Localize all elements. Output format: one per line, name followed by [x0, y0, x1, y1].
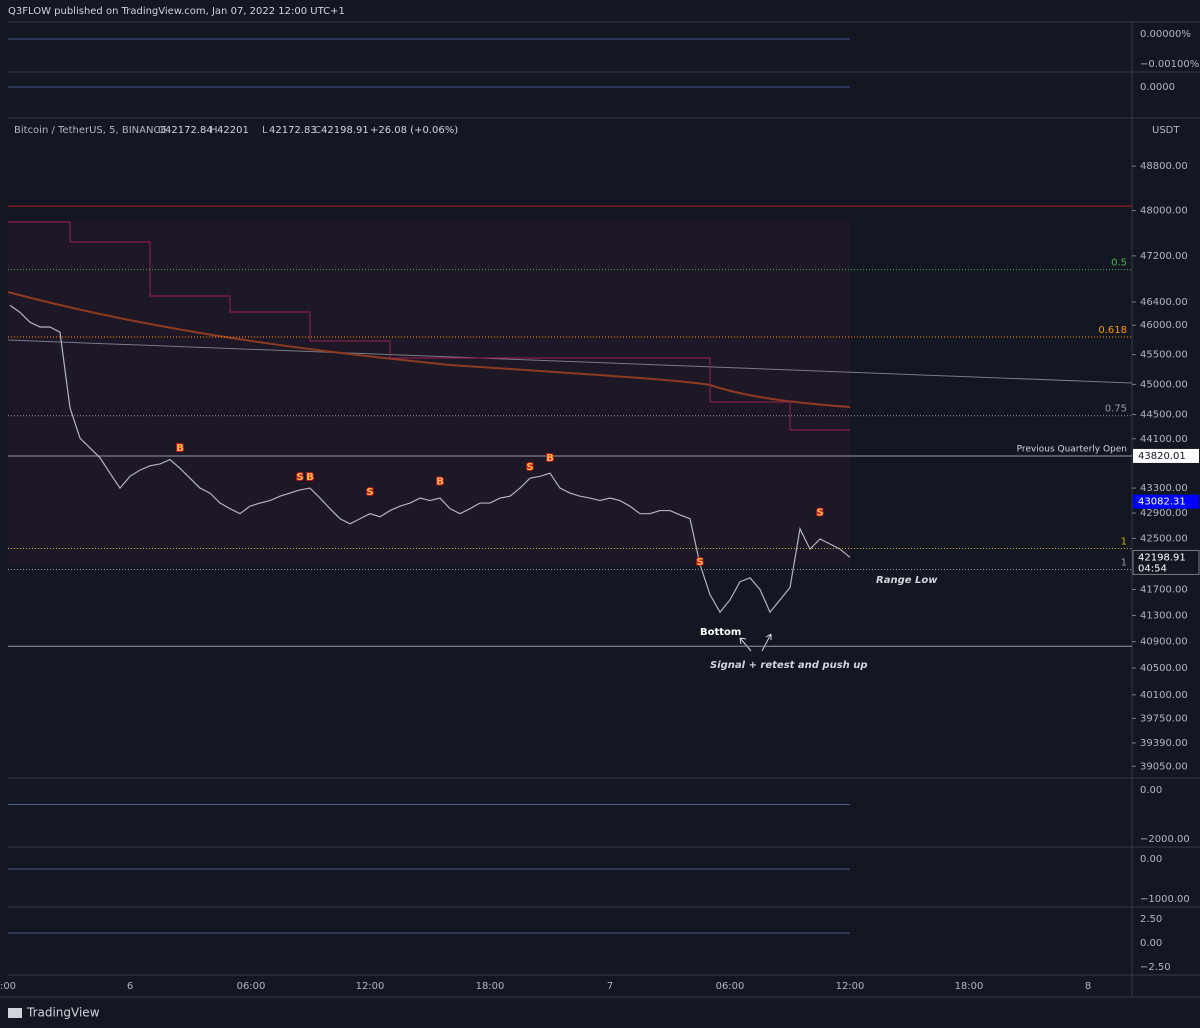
level-label: 0.618 [1098, 325, 1127, 336]
indicator-axis-label: −2000.00 [1140, 834, 1190, 845]
signal-label: S [696, 557, 703, 568]
y-tick-label: 40500.00 [1140, 663, 1188, 674]
price-box-label: 43820.01 [1138, 451, 1186, 462]
y-tick-label: 40900.00 [1140, 637, 1188, 648]
signal-label: B [176, 443, 184, 454]
tradingview-logo [8, 1008, 22, 1018]
ohlc-value: 42201 [217, 125, 249, 136]
price-box-label: 42198.91 [1138, 552, 1186, 563]
time-axis-label: 18:00 [476, 981, 505, 992]
y-tick-label: 45500.00 [1140, 350, 1188, 361]
step-band [8, 221, 850, 431]
time-axis-label: 12:00 [836, 981, 865, 992]
y-tick-label: 46000.00 [1140, 320, 1188, 331]
range-shade [8, 220, 850, 565]
time-axis-label: :00 [0, 981, 16, 992]
indicator-axis-label: −0.00100% [1140, 59, 1199, 70]
ohlc-key: L [262, 125, 268, 136]
indicator-axis-label: 2.50 [1140, 914, 1162, 925]
ohlc-value: 42198.91 [321, 125, 369, 136]
note-arrows [739, 633, 772, 652]
level-label: 1 [1121, 536, 1127, 547]
y-tick-label: 41700.00 [1140, 584, 1188, 595]
y-tick-label: 40100.00 [1140, 690, 1188, 701]
signal-label: S [526, 462, 533, 473]
price-box [1132, 549, 1200, 575]
signal-label: B [546, 453, 554, 464]
price-line [9, 304, 851, 614]
symbol-title: Bitcoin / TetherUS, 5, BINANCE [14, 125, 167, 136]
y-tick-label: 39050.00 [1140, 761, 1188, 772]
y-tick-label: 46400.00 [1140, 297, 1188, 308]
y-tick-label: 44100.00 [1140, 434, 1188, 445]
ohlc-value: 42172.84 [165, 125, 213, 136]
countdown-label: 04:54 [1138, 563, 1167, 574]
y-tick-label: 48800.00 [1140, 161, 1188, 172]
time-axis-label: 18:00 [955, 981, 984, 992]
price-box [1133, 448, 1199, 463]
y-tick-label: 42500.00 [1140, 533, 1188, 544]
ohlc-key: C [314, 125, 321, 136]
level-label: Previous Quarterly Open [1017, 444, 1127, 454]
time-axis-label: 12:00 [356, 981, 385, 992]
ohlc-key: O [158, 125, 166, 136]
price-box [1133, 494, 1199, 509]
signal-label: S [816, 508, 823, 519]
y-tick-label: 39390.00 [1140, 738, 1188, 749]
panel-separators [0, 21, 1200, 998]
ohlc-value: 42172.83 [269, 125, 317, 136]
level-label: 0.5 [1111, 258, 1127, 269]
y-tick-label: 44500.00 [1140, 409, 1188, 420]
indicator-axis-label: 0.00 [1140, 938, 1162, 949]
time-axis-label: 6 [127, 981, 133, 992]
trend-line [7, 339, 1133, 384]
level-label: 1 [1121, 558, 1127, 569]
publish-header: Q3FLOW published on TradingView.com, Jan… [8, 6, 345, 17]
ohlc-change: +26.08 (+0.06%) [370, 125, 458, 136]
y-tick-label: 42900.00 [1140, 508, 1188, 519]
signal-label: S [366, 487, 373, 498]
y-tick-label: 43300.00 [1140, 483, 1188, 494]
time-axis-label: 06:00 [716, 981, 745, 992]
time-axis-label: 8 [1085, 981, 1091, 992]
range-low-note: Range Low [876, 575, 938, 586]
ohlc-key: H [210, 125, 218, 136]
signal-label: B [436, 476, 444, 487]
indicator-axis-label: −2.50 [1140, 962, 1171, 973]
y-tick-label: 41300.00 [1140, 610, 1188, 621]
signal-note: Signal + retest and push up [710, 660, 868, 671]
y-tick-label: 48000.00 [1140, 206, 1188, 217]
indicator-axis-label: 0.0000 [1140, 82, 1175, 93]
price-box-label: 43082.31 [1138, 497, 1186, 508]
signal-label: S [296, 472, 303, 483]
footer-brand: TradingView [26, 1006, 100, 1020]
y-tick-label: 45000.00 [1140, 379, 1188, 390]
time-axis-label: 06:00 [237, 981, 266, 992]
indicator-axis-label: −1000.00 [1140, 894, 1190, 905]
currency-label: USDT [1152, 125, 1180, 136]
indicator-axis-label: 0.00000% [1140, 29, 1191, 40]
y-tick-label: 47200.00 [1140, 251, 1188, 262]
signal-label: B [306, 472, 314, 483]
indicator-axis-label: 0.00 [1140, 854, 1162, 865]
y-tick-label: 39750.00 [1140, 713, 1188, 724]
indicator-axis-label: 0.00 [1140, 785, 1162, 796]
bottom-note: Bottom [700, 627, 741, 638]
level-label: 0.75 [1105, 404, 1127, 415]
vwap-curve [7, 291, 851, 408]
time-axis-label: 7 [607, 981, 613, 992]
